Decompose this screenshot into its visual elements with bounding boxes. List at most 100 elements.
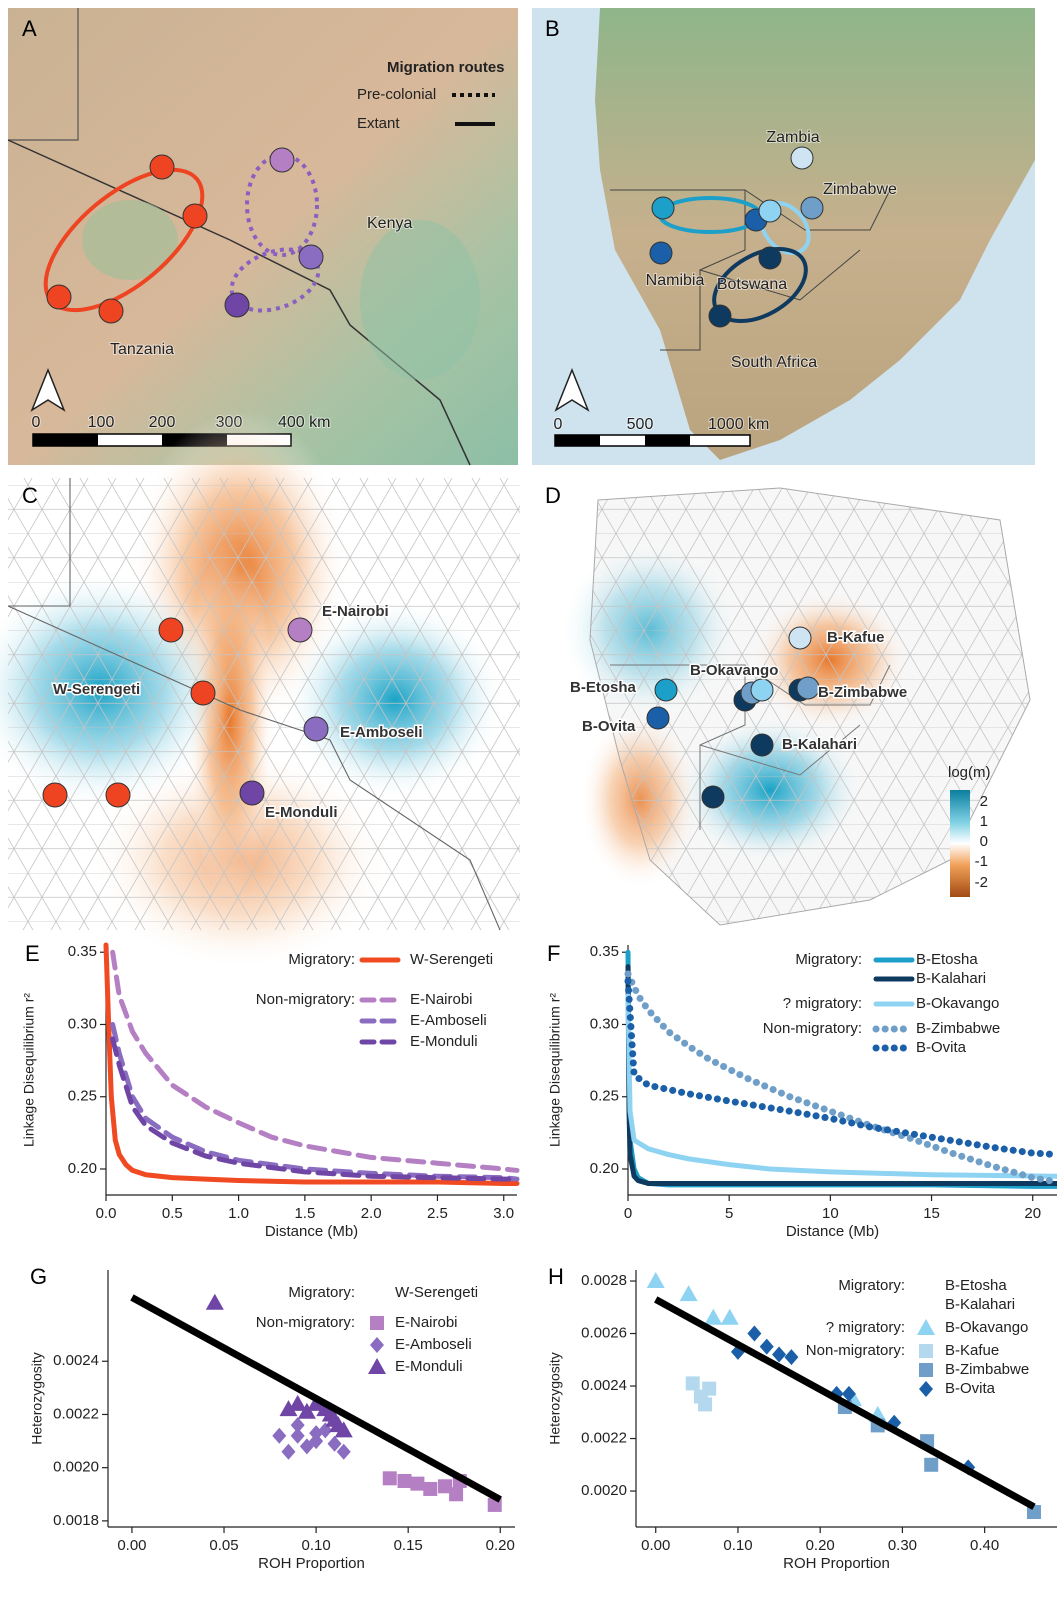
site [652,197,674,219]
site-label: E-Monduli [265,804,337,821]
y-tick-label: 0.20 [590,1160,619,1177]
legend-group-label: ? migratory: [783,995,862,1012]
legend-group-label: Non-migratory: [763,1020,862,1037]
panel-letter: F [547,941,560,966]
scale-label: 100 [88,414,115,431]
y-tick-label: 0.0018 [53,1512,99,1529]
x-axis-title: ROH Proportion [258,1555,365,1572]
point [206,1294,224,1310]
x-axis-title: ROH Proportion [783,1555,890,1572]
site-label: B-Okavango [690,662,778,679]
legend-label: W-Serengeti [410,951,493,968]
x-tick-label: 10 [822,1205,839,1222]
scale-label: 0 [554,416,563,433]
site [709,305,731,327]
legend-label: W-Serengeti [395,1284,478,1301]
legend-swatch [917,1319,935,1335]
site [797,677,819,699]
y-tick-label: 0.35 [590,943,619,960]
x-tick-label: 15 [923,1205,940,1222]
y-tick-label: 0.30 [590,1015,619,1032]
place-label: Namibia [646,272,705,289]
x-tick-label: 0.30 [888,1537,917,1554]
line-series [113,1039,517,1179]
x-tick-label: 1.5 [294,1205,315,1222]
site [791,147,813,169]
scale-label: 500 [627,416,654,433]
x-tick-label: 1.0 [228,1205,249,1222]
legend-label: B-Etosha [945,1277,1007,1294]
panel-letter: A [22,16,37,41]
legend-group-label: Non-migratory: [256,991,355,1008]
legend-label: B-Kafue [945,1342,999,1359]
x-tick-label: 2.5 [427,1205,448,1222]
x-axis-title: Distance (Mb) [265,1223,358,1240]
site [47,285,71,309]
panel-letter: B [545,16,560,41]
site [288,618,312,642]
legend-label: E-Nairobi [395,1314,458,1331]
park [82,200,178,280]
site-label: W-Serengeti [53,681,140,698]
place-label: Zambia [766,129,819,146]
panel-letter: G [30,1264,47,1289]
park [360,220,480,380]
point [924,1458,938,1472]
colorbar-tick: -2 [975,874,988,891]
point [291,1417,305,1433]
legend-label: E-Monduli [410,1033,478,1050]
site [655,679,677,701]
site-label: B-Kafue [827,629,885,646]
site-label: E-Amboseli [340,724,423,741]
colorbar-title: log(m) [948,764,991,781]
scale-bar [555,435,600,446]
legend-swatch [919,1344,933,1358]
point [680,1285,698,1301]
colorbar-tick: 1 [980,813,988,830]
site [270,148,294,172]
point [702,1382,716,1396]
legend-label: Extant [357,115,400,132]
legend-swatch [919,1381,933,1397]
site [43,783,67,807]
legend-swatch [370,1316,384,1330]
scale-bar [33,434,98,446]
legend-swatch [370,1337,384,1353]
x-tick-label: 0.5 [162,1205,183,1222]
y-axis-title: Heterozygosity [547,1352,563,1445]
x-tick-label: 0.00 [641,1537,670,1554]
site [759,247,781,269]
x-tick-label: 0.20 [486,1537,515,1554]
legend-group-label: Migratory: [288,1284,355,1301]
point [647,1272,665,1288]
legend-label: B-Zimbabwe [916,1020,1000,1037]
site [650,242,672,264]
y-tick-label: 0.30 [68,1015,97,1032]
legend-label: E-Monduli [395,1358,463,1375]
place-label: South Africa [731,354,817,371]
x-axis-title: Distance (Mb) [786,1223,879,1240]
y-tick-label: 0.0026 [581,1324,627,1341]
point [784,1349,798,1365]
scale-label: 0 [32,414,41,431]
y-tick-label: 0.35 [68,943,97,960]
site [159,618,183,642]
legend-group-label: Migratory: [838,1277,905,1294]
scale-label: 1000 km [708,416,769,433]
legend-group-label: Non-migratory: [256,1314,355,1331]
point [410,1477,424,1491]
x-tick-label: 0.15 [394,1537,423,1554]
y-tick-label: 0.0022 [581,1430,627,1447]
x-tick-label: 0.10 [302,1537,331,1554]
legend-label: E-Amboseli [395,1336,472,1353]
site [240,781,264,805]
legend-group-label: Migratory: [795,951,862,968]
map-c: C E-Nairobi W-Serengeti E-Amboseli E-Mon… [0,410,520,970]
point [383,1471,397,1485]
point [281,1444,295,1460]
y-tick-label: 0.0020 [581,1482,627,1499]
map-d: D B-Kafue B-Okavango B-Etosha B-Zimbabwe… [545,483,1030,925]
point [772,1347,786,1363]
grid [8,478,520,930]
place-label: Botswana [717,276,787,293]
